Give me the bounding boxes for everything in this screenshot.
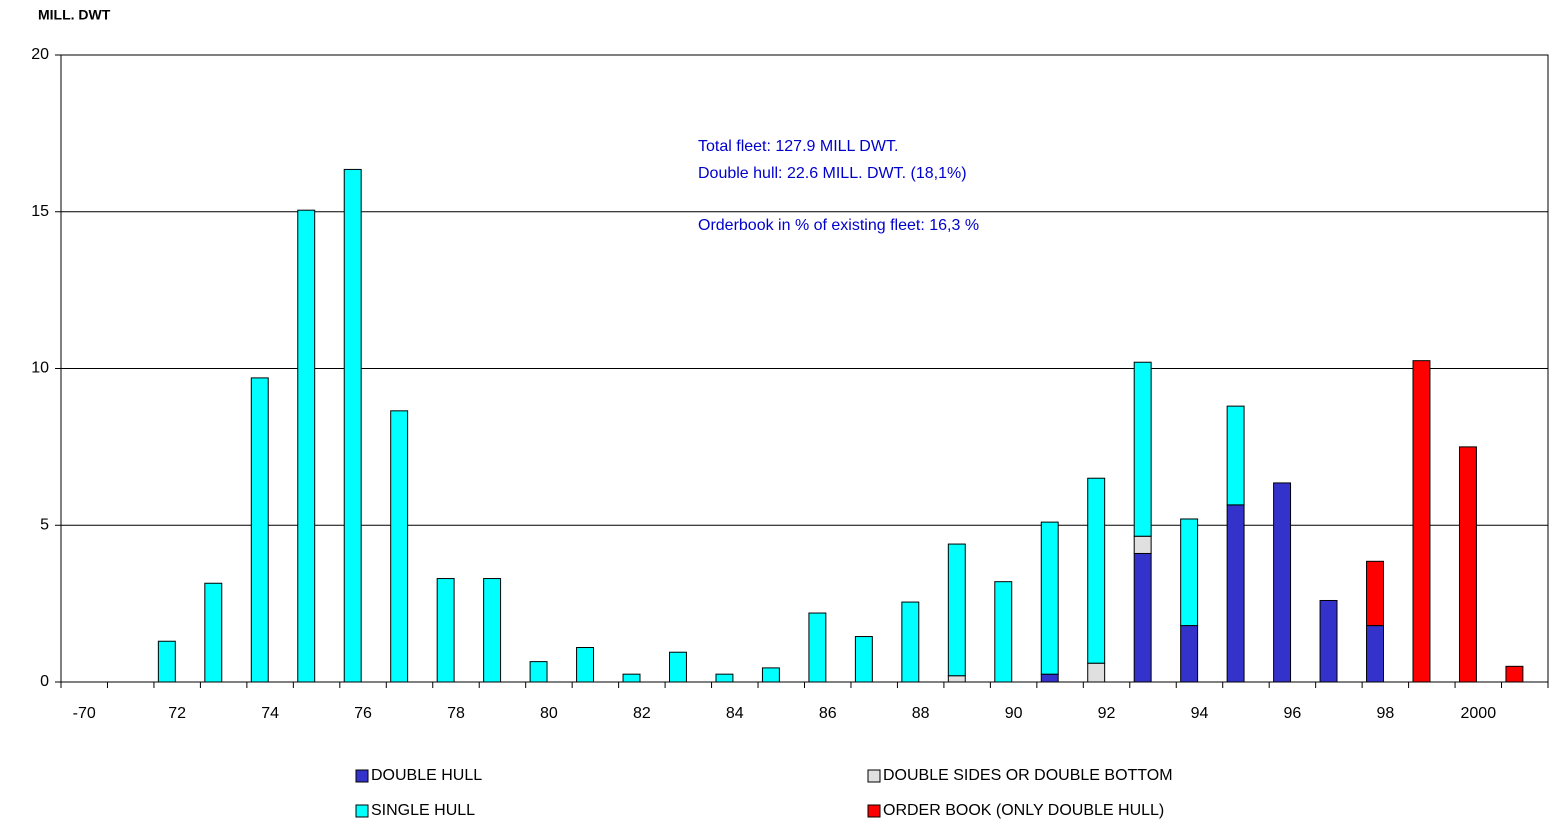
bar-segment	[715, 673, 734, 683]
x-tick-label: 96	[1284, 705, 1302, 722]
bar-segment	[1319, 599, 1338, 683]
x-tick-label: 80	[540, 705, 558, 722]
bar-segment	[1226, 504, 1245, 683]
x-tick-label: 86	[819, 705, 837, 722]
bar-segment	[1087, 662, 1106, 683]
bar-segment	[436, 578, 455, 683]
bar-segment	[576, 647, 595, 683]
bar-segment	[808, 612, 827, 683]
x-tick-label: 74	[261, 705, 279, 722]
bar-segment	[1366, 625, 1384, 683]
bar-segment	[1226, 405, 1245, 506]
bar-segment	[1133, 535, 1152, 554]
y-tick-label: 5	[40, 516, 49, 533]
bar-segment	[1412, 360, 1431, 683]
x-tick-label: 88	[912, 705, 930, 722]
x-tick-label: 84	[726, 705, 744, 722]
bar-segment	[529, 661, 548, 683]
bar-segment	[390, 410, 409, 683]
x-tick-label: 92	[1098, 705, 1116, 722]
bar-segment	[1040, 521, 1059, 675]
y-tick-label: 10	[31, 360, 49, 377]
legend-label: DOUBLE HULL	[371, 767, 482, 784]
bar-segment	[250, 377, 269, 683]
bar-segment	[622, 673, 641, 683]
bar-segment	[204, 582, 223, 683]
legend-label: DOUBLE SIDES OR DOUBLE BOTTOM	[883, 767, 1173, 784]
x-tick-label: 94	[1191, 705, 1209, 722]
bar-segment	[901, 601, 920, 683]
bar-segment	[1040, 673, 1059, 683]
legend-swatch	[355, 804, 369, 818]
legend-swatch	[867, 804, 881, 818]
x-tick-label: 98	[1376, 705, 1394, 722]
bar-segment	[1180, 625, 1199, 683]
bar-segment	[297, 209, 316, 683]
bar-segment	[1133, 552, 1152, 683]
x-tick-label: 2000	[1461, 705, 1497, 722]
x-tick-label: 82	[633, 705, 651, 722]
y-tick-label: 20	[31, 46, 49, 63]
legend-label: ORDER BOOK (ONLY DOUBLE HULL)	[883, 802, 1164, 819]
bar-segment	[1180, 518, 1199, 627]
y-tick-label: 0	[40, 673, 49, 690]
bar-segment	[1366, 560, 1384, 627]
bar-segment	[483, 578, 502, 683]
y-tick-label: 15	[31, 203, 49, 220]
annotation: Double hull: 22.6 MILL. DWT. (18,1%)	[698, 165, 967, 182]
bar-segment	[947, 675, 966, 683]
bar-segment	[1458, 446, 1477, 683]
x-tick-label: 76	[354, 705, 372, 722]
bar-segment	[1133, 361, 1152, 537]
bar-segment	[343, 168, 362, 683]
bar-segment	[1273, 482, 1292, 683]
legend-label: SINGLE HULL	[371, 802, 475, 819]
x-tick-label: 78	[447, 705, 465, 722]
bar-segment	[947, 543, 966, 677]
x-tick-label: 72	[168, 705, 186, 722]
x-tick-label: -70	[73, 705, 96, 722]
bar-segment	[1505, 665, 1524, 683]
bar-segment	[854, 636, 873, 683]
legend-swatch	[867, 769, 881, 783]
annotation: Total fleet: 127.9 MILL DWT.	[698, 138, 898, 155]
bar-segment	[1087, 477, 1106, 664]
annotation: Orderbook in % of existing fleet: 16,3 %	[698, 217, 979, 234]
y-axis-label: MILL. DWT	[38, 7, 111, 23]
bar-segment	[994, 581, 1013, 683]
x-tick-label: 90	[1005, 705, 1023, 722]
legend-swatch	[355, 769, 369, 783]
bar-segment	[157, 640, 176, 683]
bar-segment	[669, 651, 687, 683]
bar-segment	[761, 667, 780, 683]
